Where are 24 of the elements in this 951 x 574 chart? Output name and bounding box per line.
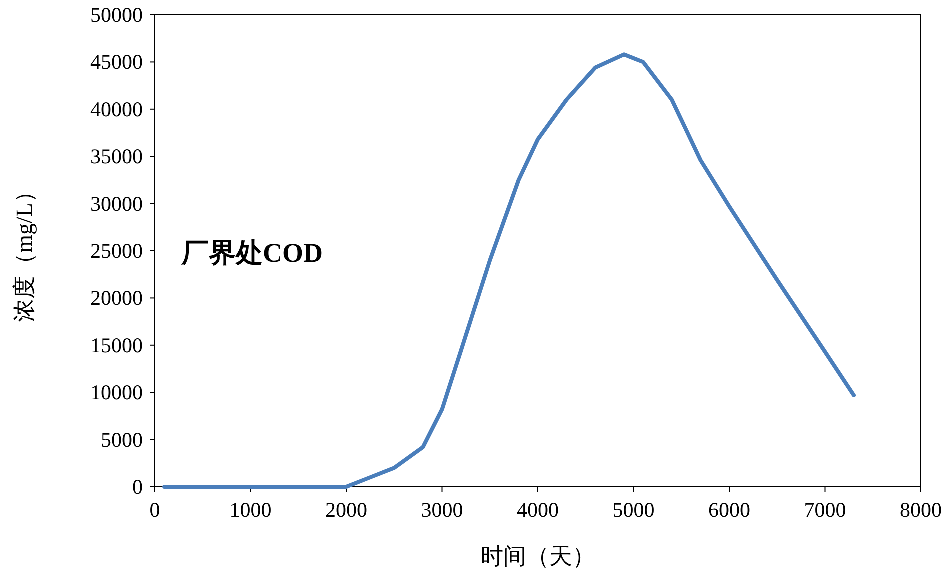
- x-tick-label: 5000: [612, 498, 655, 522]
- line-series: [162, 52, 856, 489]
- x-tick-label: 8000: [900, 498, 942, 522]
- y-tick-label: 5000: [101, 428, 143, 452]
- x-tick-label: 2000: [326, 498, 368, 522]
- y-tick-label: 0: [132, 475, 143, 499]
- y-tick-label: 35000: [90, 144, 143, 169]
- y-tick-label: 40000: [90, 97, 143, 122]
- x-tick-label: 6000: [708, 498, 750, 522]
- y-tick-label: 30000: [90, 192, 143, 216]
- y-tick-label: 50000: [90, 3, 143, 27]
- annotation: 厂界处COD: [181, 238, 323, 268]
- x-tick-label: 0: [150, 498, 160, 522]
- x-axis-title: 时间（天）: [480, 544, 596, 569]
- x-tick-label: 3000: [421, 498, 464, 522]
- y-axis-title: 浓度（mg/L）: [12, 180, 37, 322]
- y-tick-label: 15000: [90, 333, 143, 358]
- x-tick-label: 1000: [230, 498, 272, 522]
- x-tick-label: 4000: [517, 498, 559, 522]
- y-tick-label: 45000: [90, 50, 143, 74]
- y-tick-label: 20000: [90, 286, 143, 310]
- y-tick-label: 25000: [90, 239, 143, 263]
- y-tick-label: 10000: [90, 380, 143, 405]
- x-tick-label: 7000: [804, 498, 846, 522]
